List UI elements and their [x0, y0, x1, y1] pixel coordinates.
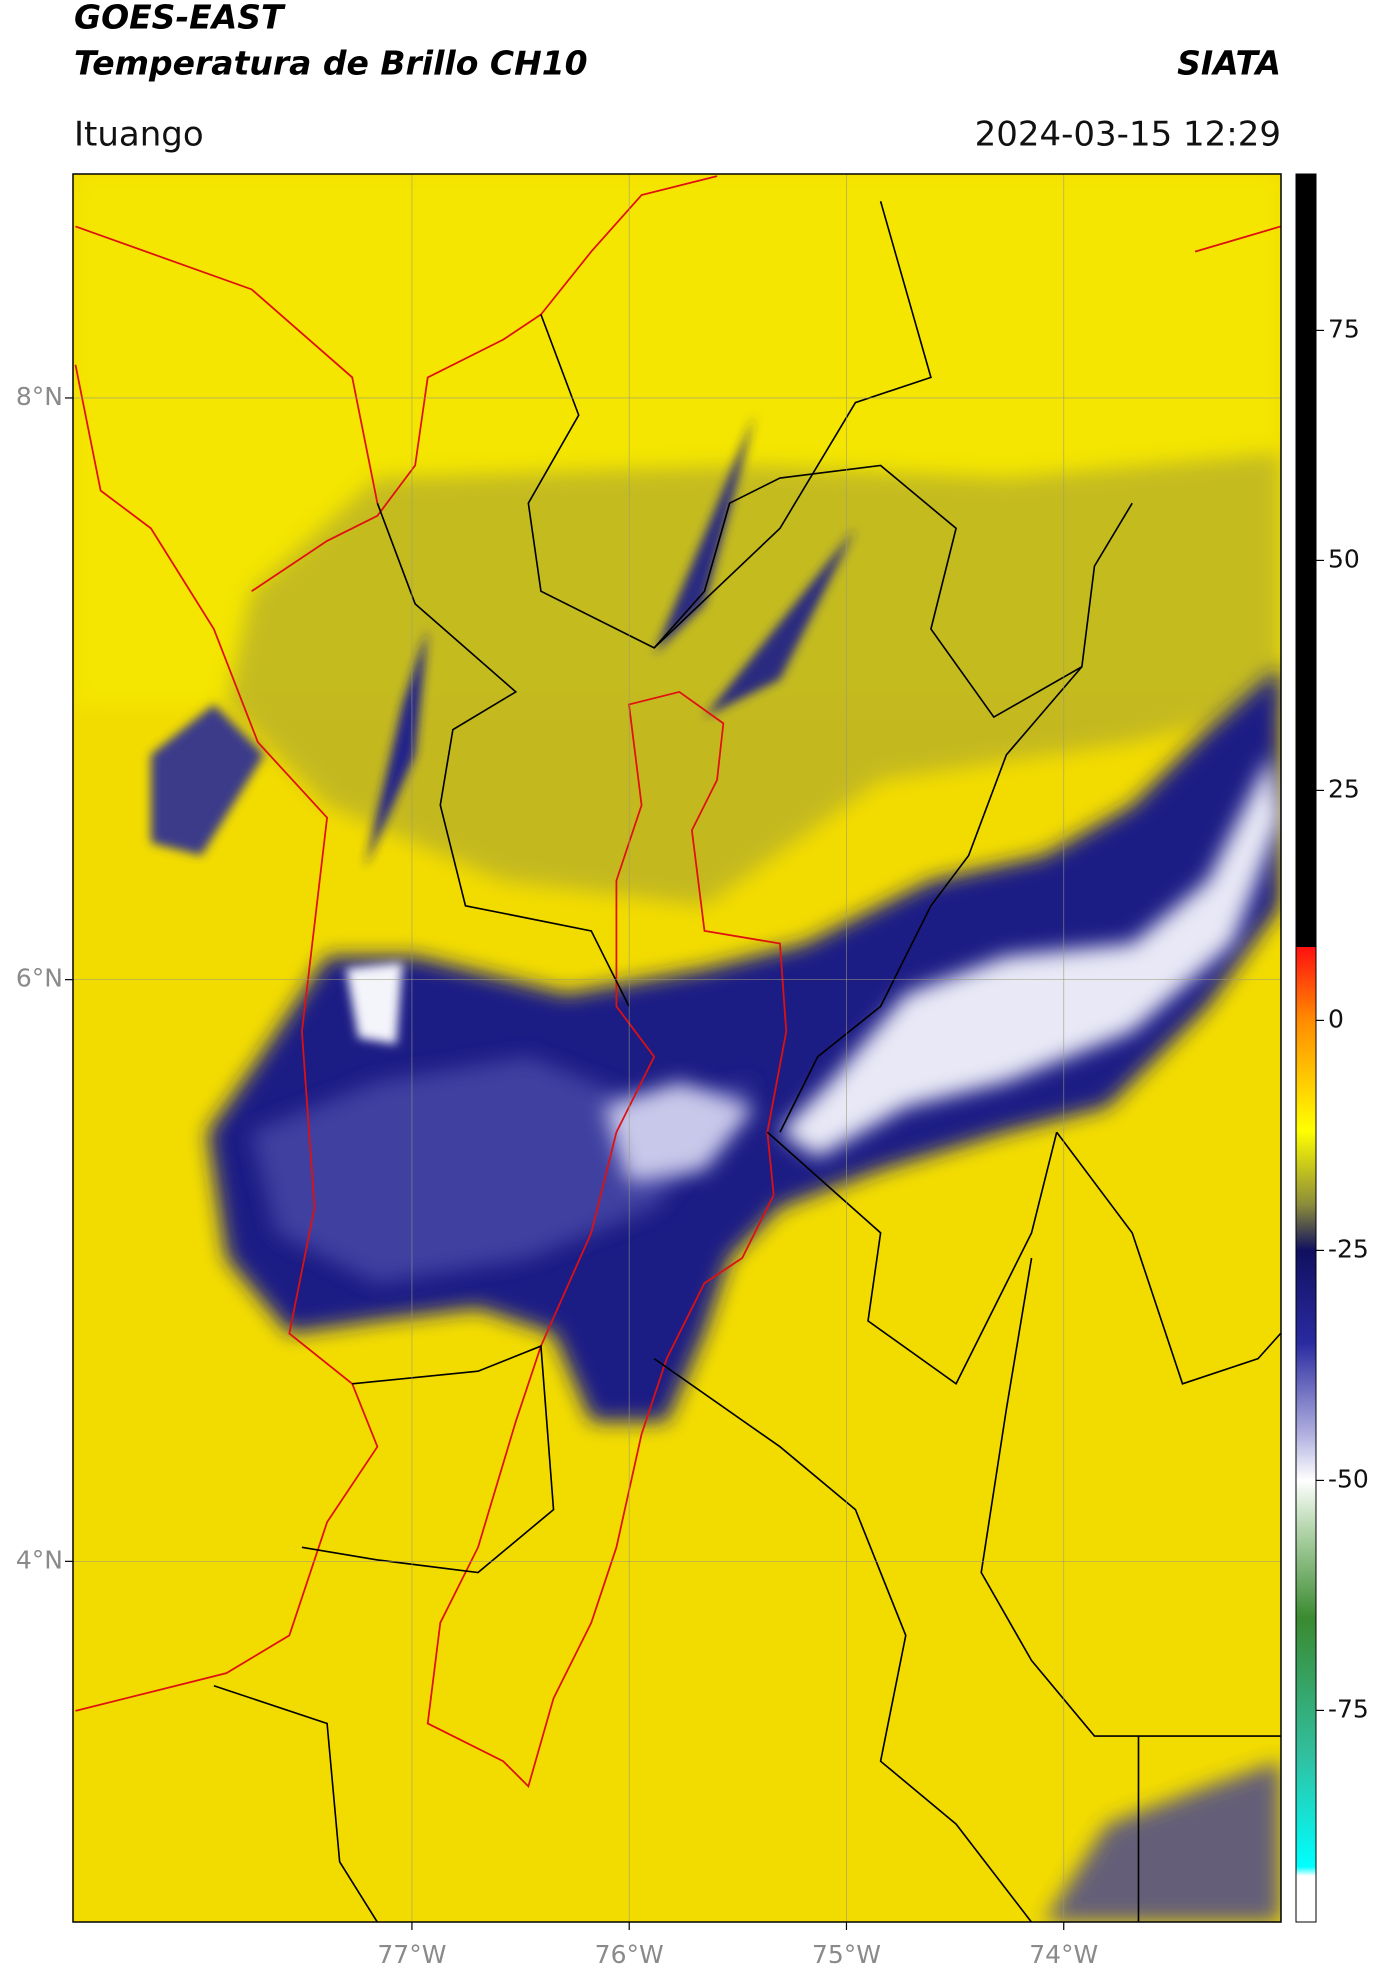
cloud-cell	[1044, 1761, 1281, 1922]
map-frame	[72, 173, 1282, 1923]
border	[376, 502, 630, 1007]
map-area	[73, 174, 1281, 1922]
cold-top	[345, 962, 403, 1045]
x-tick-label: 74°W	[1029, 1940, 1098, 1969]
cold-top	[779, 754, 1281, 1158]
colorbar-tick-label: -25	[1328, 1234, 1369, 1263]
colorbar	[1295, 173, 1317, 1923]
y-tick-label: 4°N	[16, 1545, 63, 1574]
x-tick-label: 75°W	[812, 1940, 881, 1969]
y-tick-label: 8°N	[16, 382, 63, 411]
caribbean-coast	[251, 175, 718, 592]
title: GOES-EAST	[74, 0, 286, 37]
y-tick-label: 6°N	[16, 964, 63, 993]
border	[213, 1684, 379, 1922]
border	[301, 1344, 555, 1574]
panama-coast	[75, 225, 379, 504]
admin-borders	[213, 201, 1281, 1922]
colorbar-tick-label: 50	[1328, 544, 1360, 573]
timestamp: 2024-03-15 12:29	[975, 115, 1281, 155]
border	[653, 201, 932, 649]
border	[766, 1131, 1058, 1386]
border	[779, 666, 1083, 1133]
border	[653, 1357, 1033, 1922]
x-tick-label: 76°W	[595, 1940, 664, 1969]
border	[527, 314, 1133, 719]
colorbar-tick-label: 25	[1328, 774, 1360, 803]
coastlines	[74, 175, 1281, 1789]
border	[980, 1257, 1281, 1737]
subtitle: Temperatura de Brillo CH10	[74, 44, 588, 83]
coast-east	[1194, 225, 1281, 253]
border	[1056, 1131, 1281, 1385]
location: Ituango	[74, 115, 204, 155]
cold-top	[603, 1081, 755, 1183]
satellite-imagery	[74, 174, 1281, 1922]
colorbar-tick-label: -75	[1328, 1694, 1369, 1723]
colorbar-tick-label: 75	[1328, 314, 1360, 343]
colorbar-tick-label: 0	[1328, 1004, 1344, 1033]
x-tick-label: 77°W	[377, 1940, 446, 1969]
credit: SIATA	[1177, 44, 1281, 83]
colorbar-tick-label: -50	[1328, 1464, 1369, 1493]
pacific-coast	[74, 364, 379, 1712]
cloud-cell	[150, 704, 265, 856]
antioquia-border	[426, 690, 788, 1789]
cloud-streak	[654, 415, 755, 655]
graticule	[73, 174, 1281, 1922]
